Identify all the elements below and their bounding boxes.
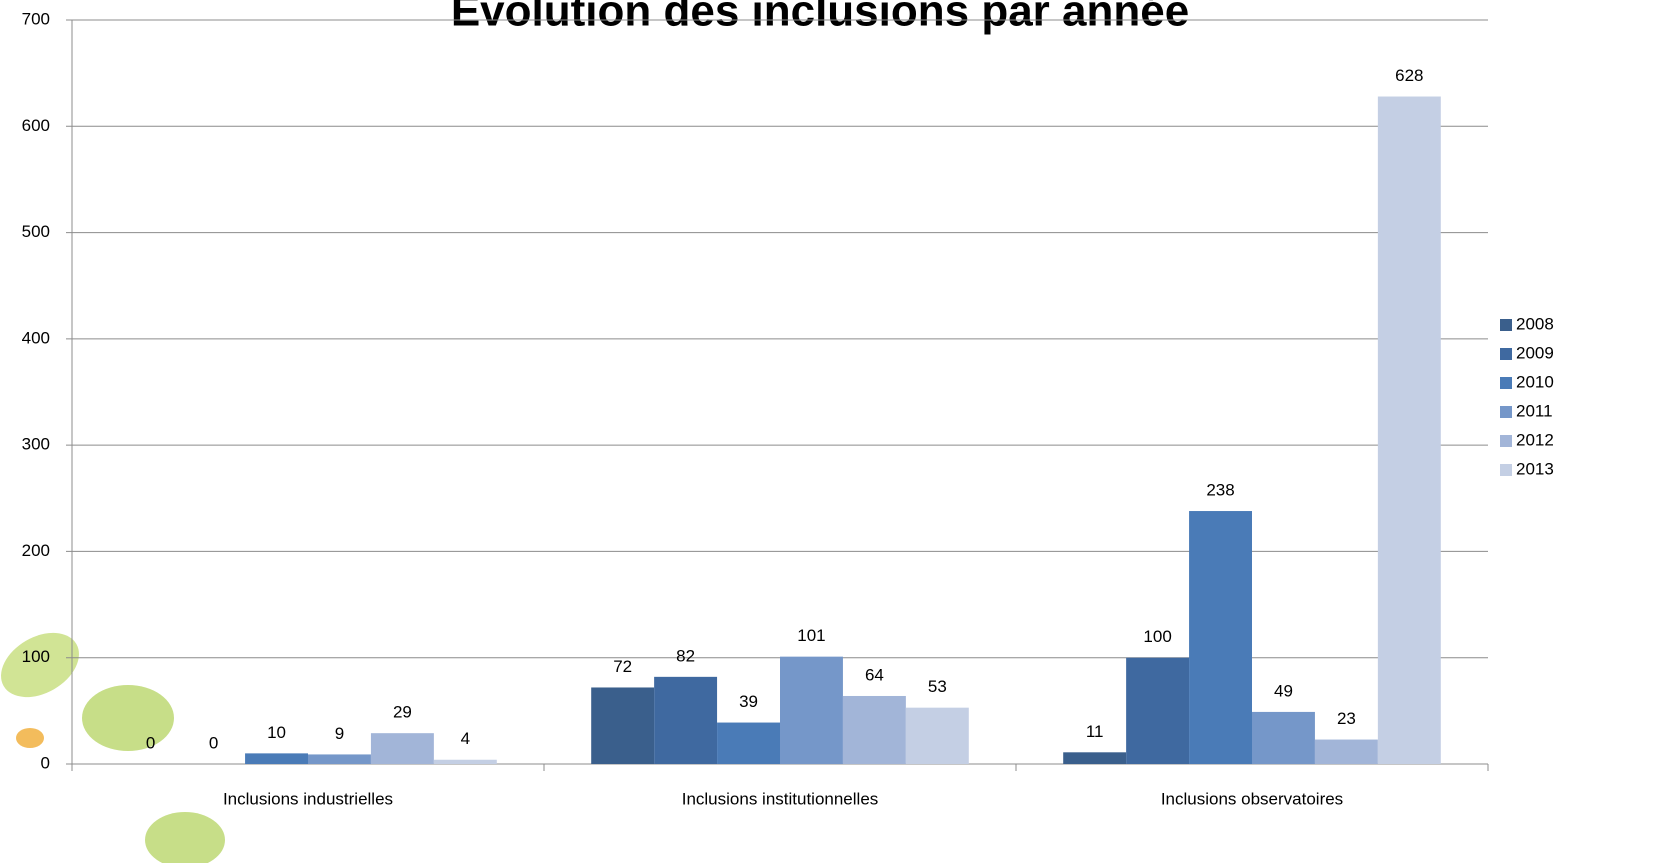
bar bbox=[905, 707, 969, 764]
legend-swatch bbox=[1500, 464, 1512, 476]
legend-label: 2012 bbox=[1516, 430, 1554, 449]
data-label: 82 bbox=[676, 646, 695, 665]
legend-label: 2013 bbox=[1516, 459, 1554, 478]
bar bbox=[1377, 96, 1441, 765]
data-label: 23 bbox=[1337, 709, 1356, 728]
bar bbox=[717, 722, 780, 764]
legend-swatch bbox=[1500, 435, 1512, 447]
bar bbox=[1314, 739, 1378, 764]
data-label: 100 bbox=[1143, 627, 1171, 646]
x-tick-label: Inclusions industrielles bbox=[223, 789, 393, 808]
bar bbox=[654, 676, 718, 764]
data-label: 0 bbox=[209, 733, 218, 752]
data-label: 0 bbox=[146, 733, 155, 752]
y-tick-label: 0 bbox=[41, 753, 50, 772]
chart-title: Évolution des inclusions par année bbox=[451, 0, 1189, 36]
data-label: 10 bbox=[267, 723, 286, 742]
y-tick-label: 100 bbox=[22, 647, 50, 666]
x-tick-label: Inclusions observatoires bbox=[1161, 789, 1343, 808]
y-tick-label: 500 bbox=[22, 222, 50, 241]
legend-label: 2010 bbox=[1516, 372, 1554, 391]
data-label: 4 bbox=[461, 729, 470, 748]
bar bbox=[1063, 752, 1127, 764]
data-label: 39 bbox=[739, 692, 758, 711]
legend-swatch bbox=[1500, 319, 1512, 331]
bar bbox=[370, 733, 434, 764]
bar bbox=[842, 695, 906, 764]
legend-swatch bbox=[1500, 348, 1512, 360]
bar bbox=[433, 759, 497, 764]
data-label: 101 bbox=[797, 626, 825, 645]
data-label: 29 bbox=[393, 703, 412, 722]
legend-label: 2008 bbox=[1516, 314, 1554, 333]
bar bbox=[308, 754, 371, 764]
data-label: 238 bbox=[1206, 481, 1234, 500]
data-label: 49 bbox=[1274, 681, 1293, 700]
bar bbox=[245, 753, 308, 764]
legend-swatch bbox=[1500, 377, 1512, 389]
bar bbox=[780, 656, 843, 764]
data-label: 53 bbox=[928, 677, 947, 696]
bar bbox=[591, 687, 655, 764]
legend-label: 2009 bbox=[1516, 343, 1554, 362]
bar bbox=[1189, 511, 1252, 764]
bar bbox=[1126, 657, 1190, 764]
data-label: 9 bbox=[335, 724, 344, 743]
data-label: 11 bbox=[1086, 722, 1104, 741]
data-label: 628 bbox=[1395, 66, 1423, 85]
y-tick-label: 600 bbox=[22, 116, 50, 135]
data-label: 72 bbox=[613, 657, 632, 676]
bar bbox=[1252, 711, 1315, 764]
y-tick-label: 200 bbox=[22, 541, 50, 560]
y-tick-label: 400 bbox=[22, 328, 50, 347]
legend-swatch bbox=[1500, 406, 1512, 418]
y-tick-label: 300 bbox=[22, 435, 50, 454]
data-label: 64 bbox=[865, 665, 884, 684]
y-tick-label: 700 bbox=[22, 9, 50, 28]
x-tick-label: Inclusions institutionnelles bbox=[682, 789, 879, 808]
legend-label: 2011 bbox=[1516, 401, 1553, 420]
decoration bbox=[1, 632, 225, 863]
